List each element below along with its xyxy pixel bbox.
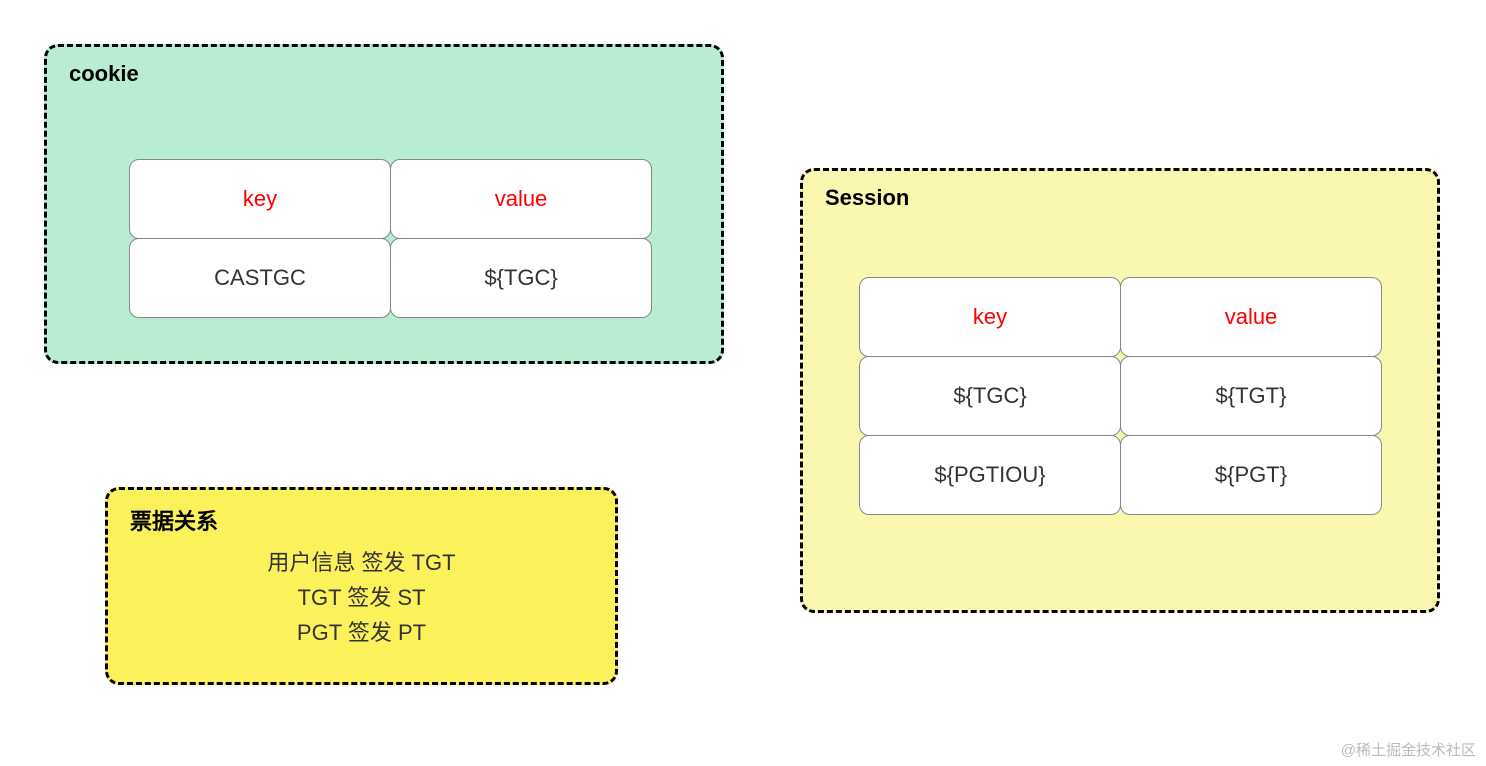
relations-body: 用户信息 签发 TGTTGT 签发 STPGT 签发 PT	[108, 545, 615, 651]
cookie-row: CASTGC${TGC}	[130, 239, 652, 318]
cookie-cell-key: CASTGC	[129, 238, 391, 318]
session-box-title: Session	[825, 185, 909, 211]
cookie-box-title: cookie	[69, 61, 139, 87]
cookie-header-key: key	[129, 159, 391, 239]
session-cell-value: ${TGT}	[1120, 356, 1382, 436]
watermark: @稀土掘金技术社区	[1341, 739, 1476, 760]
session-cell-key: ${PGTIOU}	[859, 435, 1121, 515]
session-header-key: key	[859, 277, 1121, 357]
relations-box: 票据关系 用户信息 签发 TGTTGT 签发 STPGT 签发 PT	[105, 487, 618, 685]
session-header-value: value	[1120, 277, 1382, 357]
cookie-cell-value: ${TGC}	[390, 238, 652, 318]
session-cell-value: ${PGT}	[1120, 435, 1382, 515]
session-row: ${TGC}${TGT}	[860, 357, 1382, 436]
relations-line: PGT 签发 PT	[108, 615, 615, 650]
cookie-header-value: value	[390, 159, 652, 239]
session-row: ${PGTIOU}${PGT}	[860, 436, 1382, 515]
session-table: keyvalue${TGC}${TGT}${PGTIOU}${PGT}	[860, 278, 1382, 515]
relations-line: TGT 签发 ST	[108, 580, 615, 615]
relations-box-title: 票据关系	[130, 504, 218, 536]
cookie-table: keyvalueCASTGC${TGC}	[130, 160, 652, 318]
session-cell-key: ${TGC}	[859, 356, 1121, 436]
relations-line: 用户信息 签发 TGT	[108, 545, 615, 580]
